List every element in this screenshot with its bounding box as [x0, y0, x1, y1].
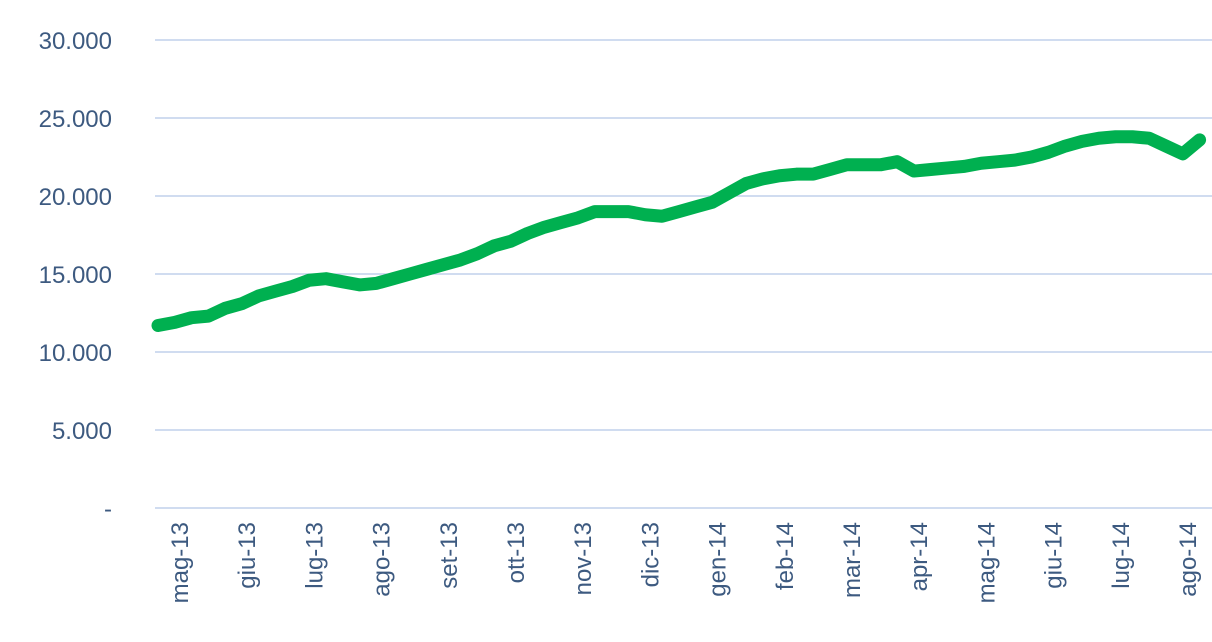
data-line — [151, 130, 1207, 332]
x-tick-label: lug-14 — [1108, 522, 1135, 589]
x-tick-label: ago-13 — [369, 522, 396, 597]
x-tick-label: set-13 — [436, 522, 463, 589]
x-tick-label: ott-13 — [503, 522, 530, 583]
x-tick-label: gen-14 — [705, 522, 732, 597]
x-tick-label: mar-14 — [839, 522, 866, 598]
x-tick-label: nov-13 — [570, 522, 597, 595]
y-tick-label: 20.000 — [39, 184, 112, 211]
y-tick-label: 15.000 — [39, 262, 112, 289]
y-tick-label: - — [104, 496, 112, 523]
y-tick-label: 10.000 — [39, 340, 112, 367]
x-tick-label: mag-14 — [973, 522, 1000, 603]
x-tick-label: mag-13 — [167, 522, 194, 603]
y-tick-label: 25.000 — [39, 106, 112, 133]
y-tick-label: 5.000 — [52, 418, 112, 445]
x-tick-label: giu-13 — [234, 522, 261, 589]
x-tick-label: giu-14 — [1041, 522, 1068, 589]
x-tick-label: feb-14 — [772, 522, 799, 590]
x-tick-label: lug-13 — [301, 522, 328, 589]
x-tick-label: ago-14 — [1175, 522, 1202, 597]
y-tick-label: 30.000 — [39, 28, 112, 55]
x-tick-label: apr-14 — [906, 522, 933, 591]
x-tick-label: dic-13 — [637, 522, 664, 587]
